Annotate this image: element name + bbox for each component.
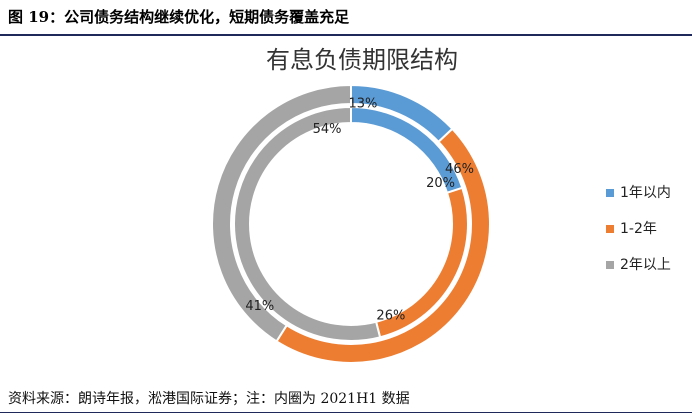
outer-ring-label-2: 41%	[245, 299, 274, 314]
chart-rings	[211, 83, 491, 365]
legend-swatch-0	[606, 189, 614, 197]
legend-label-1: 1-2年	[620, 221, 657, 237]
chart-legend: 1年以内 1-2年 2年以上	[606, 185, 671, 273]
inner-ring-slice-2	[233, 105, 382, 342]
source-note: 资料来源：朗诗年报，淞港国际证券；注：内圈为 2021H1 数据	[8, 391, 410, 407]
outer-ring-label-0: 13%	[348, 97, 377, 112]
legend-label-0: 1年以内	[620, 185, 671, 201]
legend-swatch-2	[606, 261, 614, 269]
caption-divider	[0, 34, 692, 36]
inner-ring-label-2: 54%	[313, 122, 342, 137]
chart-data-labels: 13% 46% 41% 20% 26% 54%	[245, 97, 474, 324]
chart-title: 有息负债期限结构	[266, 46, 458, 74]
legend-label-2: 2年以上	[620, 257, 671, 273]
bottom-divider	[0, 412, 692, 413]
inner-ring-label-0: 20%	[426, 176, 455, 191]
inner-ring-label-1: 26%	[376, 309, 405, 324]
outer-ring-slice-2	[211, 83, 352, 343]
figure-caption: 图 19：公司债务结构继续优化，短期债务覆盖充足	[8, 8, 350, 26]
legend-swatch-1	[606, 225, 614, 233]
outer-ring-label-1: 46%	[445, 162, 474, 177]
